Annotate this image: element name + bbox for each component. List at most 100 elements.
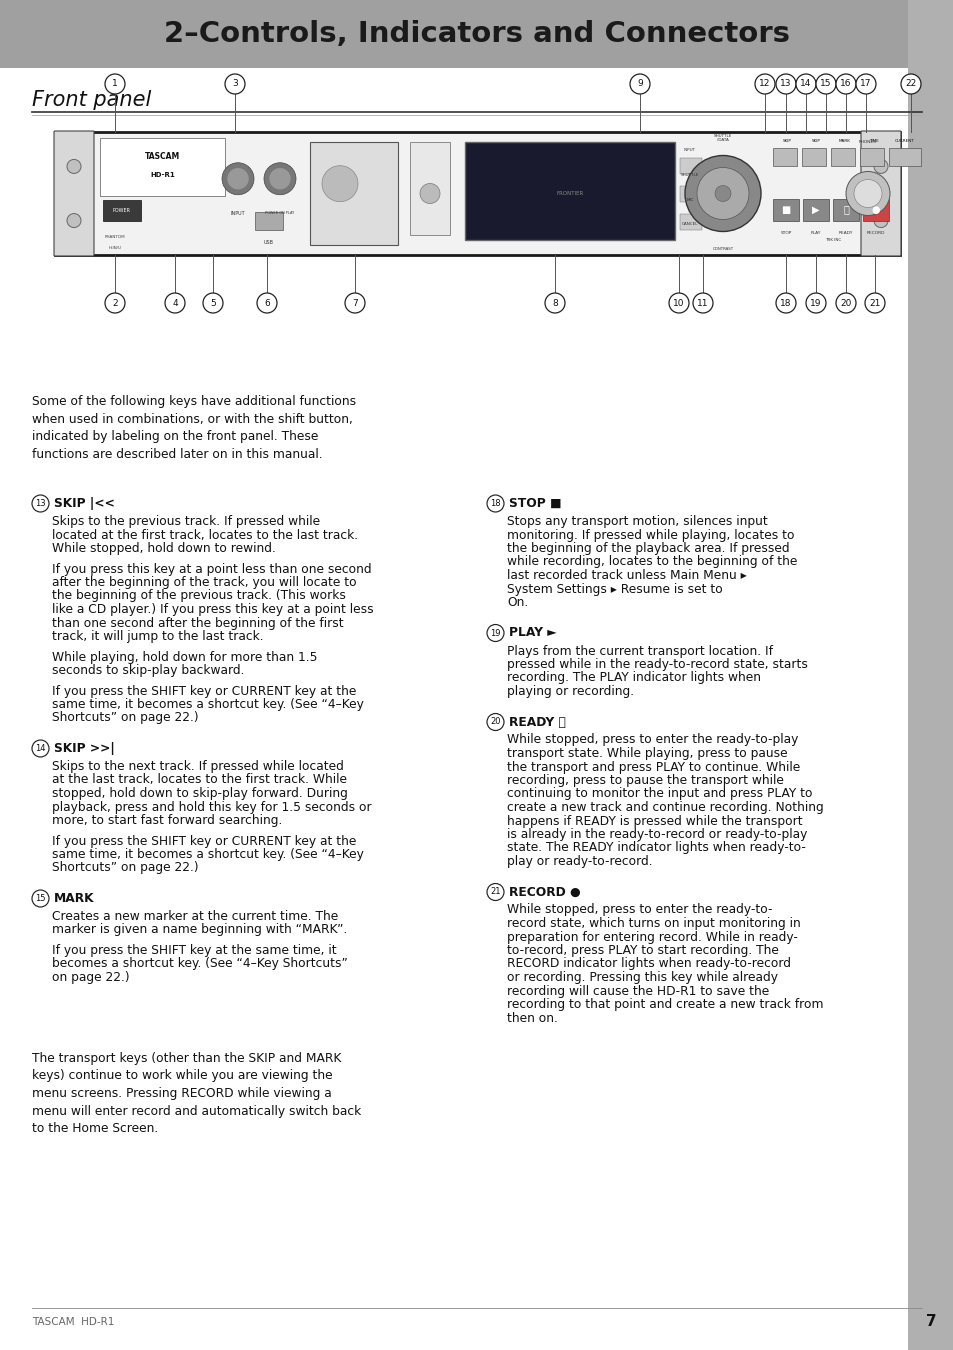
Bar — [254, 212, 283, 231]
FancyBboxPatch shape — [54, 131, 94, 256]
Text: after the beginning of the track, you will locate to: after the beginning of the track, you wi… — [52, 576, 356, 589]
Circle shape — [165, 293, 185, 313]
Text: TIME: TIME — [868, 139, 878, 143]
Circle shape — [668, 293, 688, 313]
Text: FRONTIER: FRONTIER — [556, 190, 583, 196]
Text: CONTRAST: CONTRAST — [712, 247, 733, 251]
Text: TASCAM  HD-R1: TASCAM HD-R1 — [32, 1318, 114, 1327]
Circle shape — [775, 74, 795, 94]
Circle shape — [228, 169, 248, 189]
Circle shape — [714, 185, 730, 201]
Text: then on.: then on. — [506, 1011, 558, 1025]
Text: USB: USB — [264, 240, 274, 246]
Text: While playing, hold down for more than 1.5: While playing, hold down for more than 1… — [52, 651, 317, 663]
Text: Stops any transport motion, silences input: Stops any transport motion, silences inp… — [506, 514, 767, 528]
Circle shape — [486, 625, 503, 641]
Circle shape — [32, 495, 49, 512]
Text: happens if READY is pressed while the transport: happens if READY is pressed while the tr… — [506, 814, 801, 828]
Circle shape — [900, 74, 920, 94]
Text: PHANTOM: PHANTOM — [105, 235, 125, 239]
Text: playback, press and hold this key for 1.5 seconds or: playback, press and hold this key for 1.… — [52, 801, 372, 814]
Text: If you press this key at a point less than one second: If you press this key at a point less th… — [52, 563, 372, 575]
Circle shape — [67, 213, 81, 228]
Bar — [679, 186, 701, 202]
Text: SKIP: SKIP — [811, 139, 820, 143]
Text: 1: 1 — [112, 80, 118, 89]
Bar — [830, 148, 854, 166]
Text: last recorded track unless Main Menu ▸: last recorded track unless Main Menu ▸ — [506, 568, 746, 582]
Text: HD-R1: HD-R1 — [151, 171, 175, 178]
Text: POWER ON PLAY: POWER ON PLAY — [265, 211, 294, 215]
Text: Creates a new marker at the current time. The: Creates a new marker at the current time… — [52, 910, 338, 923]
Text: to-record, press PLAY to start recording. The: to-record, press PLAY to start recording… — [506, 944, 778, 957]
Text: 21: 21 — [490, 887, 500, 896]
Text: than one second after the beginning of the first: than one second after the beginning of t… — [52, 617, 343, 629]
Text: SHUTTLE: SHUTTLE — [680, 173, 699, 177]
Text: READY: READY — [838, 231, 852, 235]
Text: System Settings ▸ Resume is set to: System Settings ▸ Resume is set to — [506, 582, 722, 595]
Circle shape — [256, 293, 276, 313]
Text: 5: 5 — [210, 298, 215, 308]
Text: 19: 19 — [809, 298, 821, 308]
Text: record state, which turns on input monitoring in: record state, which turns on input monit… — [506, 917, 800, 930]
Text: SKIP >>|: SKIP >>| — [54, 743, 114, 755]
Circle shape — [855, 74, 875, 94]
Text: ■: ■ — [781, 205, 790, 215]
Bar — [679, 215, 701, 231]
Text: is already in the ready-to-record or ready-to-play: is already in the ready-to-record or rea… — [506, 828, 806, 841]
Text: 2: 2 — [112, 298, 117, 308]
Text: monitoring. If pressed while playing, locates to: monitoring. If pressed while playing, lo… — [506, 528, 794, 541]
Text: transport state. While playing, press to pause: transport state. While playing, press to… — [506, 747, 787, 760]
Text: STOP ■: STOP ■ — [509, 497, 561, 510]
Text: Front panel: Front panel — [32, 90, 152, 109]
Text: more, to start fast forward searching.: more, to start fast forward searching. — [52, 814, 282, 828]
Circle shape — [815, 74, 835, 94]
Text: While stopped, hold down to rewind.: While stopped, hold down to rewind. — [52, 541, 275, 555]
Circle shape — [873, 213, 887, 228]
Circle shape — [835, 74, 855, 94]
Circle shape — [805, 293, 825, 313]
Text: RECORD indicator lights when ready-to-record: RECORD indicator lights when ready-to-re… — [506, 957, 790, 971]
Text: while recording, locates to the beginning of the: while recording, locates to the beginnin… — [506, 555, 797, 568]
Circle shape — [419, 184, 439, 204]
Bar — [679, 158, 701, 174]
Text: ⏸: ⏸ — [842, 205, 848, 215]
Text: state. The READY indicator lights when ready-to-: state. The READY indicator lights when r… — [506, 841, 805, 855]
Bar — [310, 142, 397, 244]
Text: 15: 15 — [820, 80, 831, 89]
Text: located at the first track, locates to the last track.: located at the first track, locates to t… — [52, 528, 357, 541]
Circle shape — [486, 883, 503, 900]
Text: RECORD ●: RECORD ● — [509, 886, 580, 899]
Text: Skips to the next track. If pressed while located: Skips to the next track. If pressed whil… — [52, 760, 343, 774]
Circle shape — [864, 293, 884, 313]
Text: While stopped, press to enter the ready-to-play: While stopped, press to enter the ready-… — [506, 733, 798, 747]
Text: recording, press to pause the transport while: recording, press to pause the transport … — [506, 774, 783, 787]
Bar — [859, 148, 883, 166]
Bar — [55, 132, 899, 255]
Text: becomes a shortcut key. (See “4–Key Shortcuts”: becomes a shortcut key. (See “4–Key Shor… — [52, 957, 348, 971]
Circle shape — [105, 74, 125, 94]
Text: like a CD player.) If you press this key at a point less: like a CD player.) If you press this key… — [52, 603, 374, 616]
Text: 13: 13 — [35, 500, 46, 508]
Bar — [772, 198, 799, 220]
Circle shape — [775, 293, 795, 313]
Text: On.: On. — [506, 595, 528, 609]
Text: 13: 13 — [780, 80, 791, 89]
Bar — [832, 198, 858, 220]
Circle shape — [544, 293, 564, 313]
Text: Shortcuts” on page 22.): Shortcuts” on page 22.) — [52, 711, 198, 725]
Text: stopped, hold down to skip-play forward. During: stopped, hold down to skip-play forward.… — [52, 787, 348, 801]
Circle shape — [225, 74, 245, 94]
Bar — [862, 198, 888, 220]
Text: If you press the SHIFT key or CURRENT key at the: If you press the SHIFT key or CURRENT ke… — [52, 684, 356, 698]
Circle shape — [222, 163, 253, 194]
Text: create a new track and continue recording. Nothing: create a new track and continue recordin… — [506, 801, 822, 814]
Bar — [410, 142, 450, 235]
Text: STOP: STOP — [780, 231, 791, 235]
Text: marker is given a name beginning with “MARK”.: marker is given a name beginning with “M… — [52, 923, 347, 937]
Text: 14: 14 — [800, 80, 811, 89]
Text: MARK: MARK — [54, 892, 94, 904]
Text: continuing to monitor the input and press PLAY to: continuing to monitor the input and pres… — [506, 787, 812, 801]
Text: play or ready-to-record.: play or ready-to-record. — [506, 855, 652, 868]
Text: RECORD: RECORD — [866, 231, 884, 235]
